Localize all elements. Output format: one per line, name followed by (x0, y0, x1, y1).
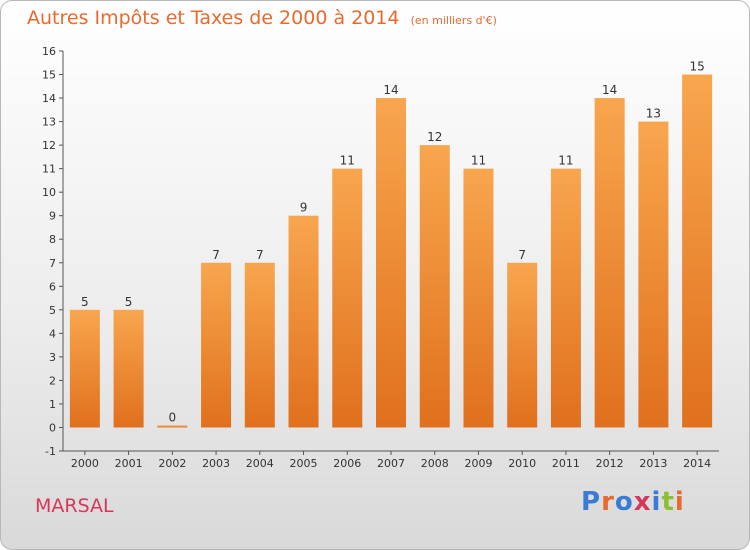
y-tick-label: 7 (49, 257, 56, 270)
y-tick-label: 9 (49, 210, 56, 223)
bar-value-label: 5 (125, 295, 133, 309)
y-tick-label: 4 (49, 327, 56, 340)
y-tick-label: -1 (45, 445, 56, 458)
bar-value-label: 7 (212, 248, 220, 262)
bar-value-label: 7 (518, 248, 526, 262)
y-tick-label: 16 (42, 45, 56, 58)
bar-value-label: 0 (169, 410, 177, 424)
x-tick-label: 2005 (290, 457, 318, 470)
y-tick-label: 1 (49, 398, 56, 411)
x-tick-label: 2008 (421, 457, 449, 470)
bar-value-label: 15 (689, 60, 704, 74)
logo-letter: o (614, 487, 634, 517)
bar (332, 168, 363, 428)
x-tick-label: 2011 (552, 457, 580, 470)
bar (682, 74, 713, 428)
logo-letter: i (651, 487, 662, 517)
y-tick-label: 13 (42, 116, 56, 129)
bar-value-label: 9 (300, 201, 308, 215)
x-tick-label: 2009 (464, 457, 492, 470)
bar (201, 262, 232, 428)
bar (550, 168, 581, 428)
y-tick-label: 2 (49, 374, 56, 387)
bar-value-label: 7 (256, 248, 264, 262)
bar (69, 309, 100, 428)
x-tick-label: 2003 (202, 457, 230, 470)
x-tick-label: 2010 (508, 457, 536, 470)
x-tick-label: 2012 (596, 457, 624, 470)
y-tick-label: 8 (49, 233, 56, 246)
bar (113, 309, 144, 428)
bar (419, 145, 450, 428)
bar (638, 121, 669, 428)
x-tick-label: 2014 (683, 457, 711, 470)
y-tick-label: 6 (49, 280, 56, 293)
bar (594, 98, 625, 428)
logo-letter: x (633, 487, 652, 517)
y-tick-label: 3 (49, 351, 56, 364)
data-labels: 5 5 0 7 7 9 11 14 12 11 7 11 14 13 15 (81, 60, 705, 425)
y-tick-label: 0 (49, 421, 56, 434)
proxiti-logo[interactable]: Proxiti (581, 487, 685, 517)
x-tick-label: 2004 (246, 457, 274, 470)
bar-value-label: 14 (602, 83, 617, 97)
x-tick-label: 2013 (639, 457, 667, 470)
bar-value-label: 11 (558, 154, 573, 168)
logo-letter: i (674, 487, 685, 517)
bar-value-label: 13 (646, 107, 661, 121)
y-tick-label: 15 (42, 69, 56, 82)
bar (507, 262, 538, 428)
y-tick-label: 12 (42, 139, 56, 152)
town-name: MARSAL (35, 495, 114, 517)
bar-value-label: 11 (340, 154, 355, 168)
logo-letter: P (581, 487, 602, 517)
logo-letter: t (661, 487, 675, 517)
x-tick-label: 2000 (71, 457, 99, 470)
bar (288, 215, 319, 428)
chart-title-row: Autres Impôts et Taxes de 2000 à 2014 (e… (27, 7, 497, 29)
y-tick-label: 5 (49, 304, 56, 317)
chart-title: Autres Impôts et Taxes de 2000 à 2014 (27, 7, 400, 29)
x-tick-label: 2006 (333, 457, 361, 470)
x-tick-label: 2001 (115, 457, 143, 470)
y-tick-label: 14 (42, 92, 56, 105)
x-tick-label: 2002 (158, 457, 186, 470)
bar-value-label: 11 (471, 154, 486, 168)
bar-value-label: 12 (427, 130, 442, 144)
bars (69, 74, 713, 428)
bar-value-label: 14 (383, 83, 398, 97)
x-tick-label: 2007 (377, 457, 405, 470)
y-tick-label: 11 (42, 163, 56, 176)
bar-value-label: 5 (81, 295, 89, 309)
bar (376, 98, 406, 428)
y-tick-label: 10 (42, 186, 56, 199)
chart-subtitle: (en milliers d'€) (410, 14, 497, 27)
bar (157, 425, 188, 428)
bar (463, 168, 494, 428)
logo-letter: r (601, 487, 615, 517)
bar (244, 262, 275, 428)
